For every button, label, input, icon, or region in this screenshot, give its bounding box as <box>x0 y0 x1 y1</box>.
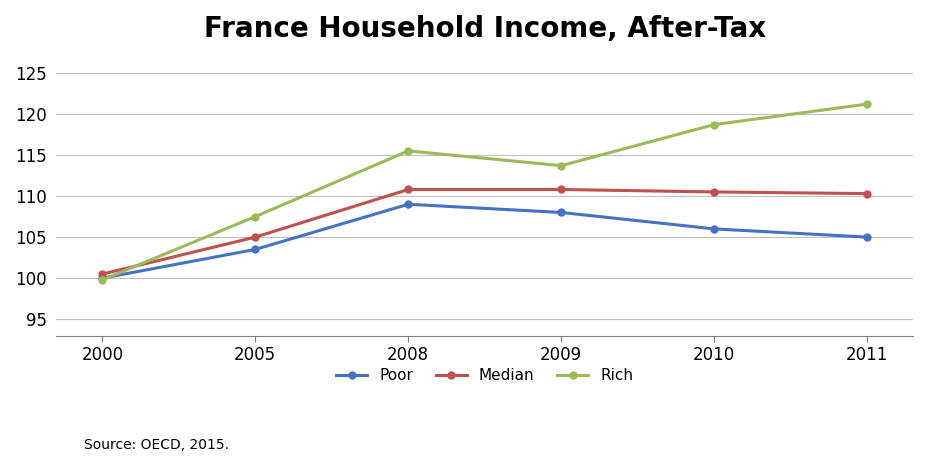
Line: Poor: Poor <box>99 201 870 282</box>
Line: Median: Median <box>99 186 870 277</box>
Median <box>860 191 871 197</box>
Median <box>96 271 108 277</box>
Rich <box>555 163 566 169</box>
Poor <box>249 247 260 252</box>
Legend: Poor, Median, Rich: Poor, Median, Rich <box>330 362 639 389</box>
Poor <box>555 210 566 215</box>
Text: Source: OECD, 2015.: Source: OECD, 2015. <box>83 438 228 452</box>
Title: France Household Income, After-Tax: France Household Income, After-Tax <box>203 15 765 43</box>
Median <box>402 187 413 192</box>
Rich <box>249 214 260 219</box>
Rich <box>402 148 413 154</box>
Median <box>555 187 566 192</box>
Poor <box>96 276 108 281</box>
Rich <box>708 122 719 128</box>
Poor <box>402 202 413 207</box>
Median <box>249 234 260 240</box>
Line: Rich: Rich <box>99 101 870 283</box>
Median <box>708 189 719 195</box>
Rich <box>96 277 108 282</box>
Poor <box>708 226 719 232</box>
Rich <box>860 101 871 107</box>
Poor <box>860 234 871 240</box>
